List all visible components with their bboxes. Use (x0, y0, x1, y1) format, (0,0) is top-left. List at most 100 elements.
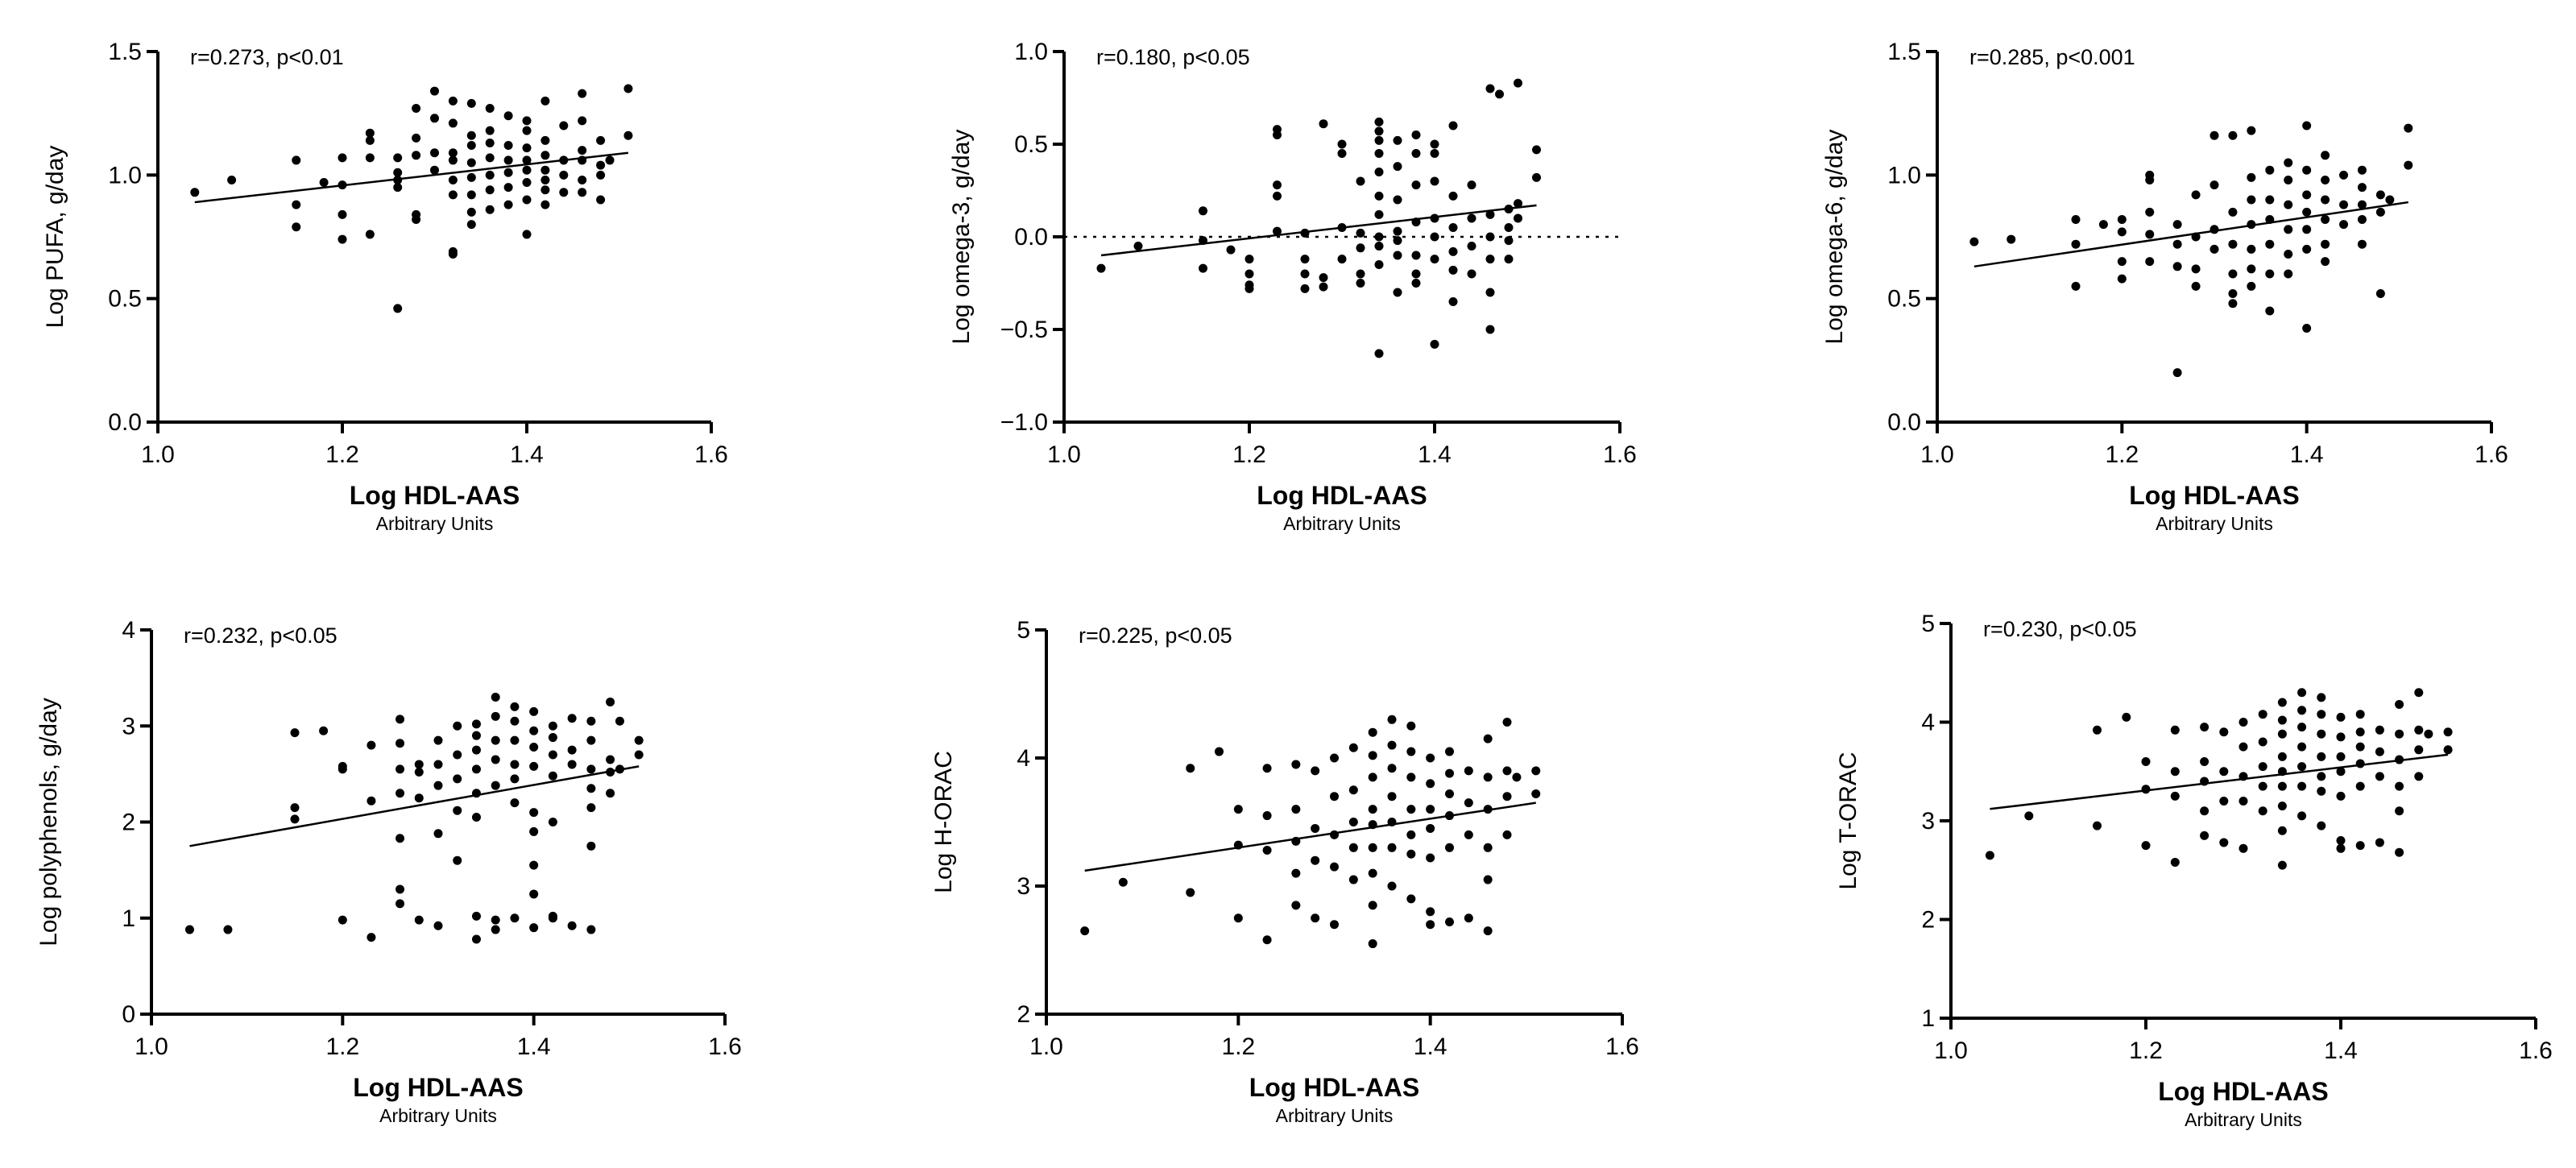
chart-1-point (559, 155, 569, 165)
chart-5-point (1406, 747, 1416, 756)
chart-6-point (2297, 742, 2307, 752)
chart-6-point (2414, 725, 2424, 735)
chart-1-point (292, 222, 301, 232)
chart-5-point (1348, 743, 1358, 752)
chart-6-point (2297, 723, 2307, 732)
chart-1-point (522, 126, 532, 135)
chart-2-point (1514, 199, 1522, 209)
chart-5-point (1348, 843, 1358, 852)
chart-2-point (1504, 236, 1514, 246)
chart-5-point (1406, 721, 1416, 731)
chart-1-point (412, 133, 421, 143)
chart-4-ytick-label: 2 (122, 810, 135, 836)
chart-4-point (338, 764, 347, 774)
chart-2-point (1411, 217, 1421, 227)
chart-4-point (491, 692, 500, 702)
chart-3-xtick-label: 1.2 (2105, 441, 2139, 468)
chart-6-point (2200, 806, 2209, 816)
chart-2-point (1411, 180, 1421, 190)
chart-3-point (1969, 237, 1979, 246)
chart-6-point (2317, 752, 2326, 761)
chart-1-point (466, 172, 476, 182)
chart-2-y-label: Log omega-3, g/day (948, 130, 975, 345)
chart-1-point (522, 165, 532, 175)
chart-6-point (2395, 806, 2404, 816)
chart-4-xtick-label: 1.2 (325, 1033, 359, 1060)
chart-3-point (2117, 215, 2127, 225)
chart-3-point (2228, 299, 2238, 309)
chart-6-point (2277, 860, 2287, 870)
chart-3-point (2321, 175, 2330, 184)
chart-1-point (466, 130, 476, 140)
chart-6-point (2297, 688, 2307, 698)
chart-4-point (491, 915, 500, 925)
chart-2-x-label: Log HDL-AAS (1257, 481, 1427, 510)
chart-1-point (448, 96, 458, 106)
chart-2-point (1485, 288, 1495, 297)
chart-5-point (1483, 772, 1493, 782)
chart-3-point (2247, 264, 2256, 274)
chart-4-point (510, 716, 520, 726)
chart-6-point (2024, 811, 2034, 821)
chart-4-point (471, 934, 481, 944)
chart-4-point (396, 789, 405, 798)
chart-2-point (1300, 228, 1310, 238)
chart-3-point (2228, 289, 2238, 299)
chart-5-x-sublabel: Arbitrary Units (1276, 1105, 1394, 1126)
chart-1-point (466, 220, 476, 230)
chart-1-point (540, 185, 550, 195)
chart-4-point (529, 742, 539, 752)
chart-1-point (393, 175, 403, 184)
chart-3-point (2385, 195, 2395, 205)
chart-3-point (2265, 306, 2275, 316)
chart-1-point (540, 175, 550, 184)
chart-1-point (292, 155, 301, 165)
chart-6-point (2414, 688, 2424, 698)
chart-3-point (2172, 262, 2182, 271)
chart-3-point (2404, 160, 2413, 170)
chart-1-point (578, 188, 587, 197)
chart-2-point (1096, 263, 1106, 273)
chart-6-point (2141, 785, 2151, 794)
chart-1-point (365, 135, 375, 145)
chart-2-point (1504, 205, 1514, 213)
chart-1-point (522, 116, 532, 126)
chart-6-point (2277, 729, 2287, 739)
chart-4-point (453, 750, 462, 760)
chart-5-point (1445, 811, 1454, 821)
chart-2-point (1337, 223, 1347, 232)
chart-6-point (2395, 729, 2404, 739)
chart-5-point (1406, 830, 1416, 839)
chart-2-point (1532, 172, 1541, 182)
chart-3-point (2404, 123, 2413, 133)
chart-2-point (1411, 130, 1421, 139)
chart-2-point (1467, 180, 1476, 190)
chart-2-point (1411, 269, 1421, 279)
chart-1-xtick-label: 1.6 (694, 441, 728, 468)
chart-2-point (1430, 255, 1439, 264)
chart-6-point (2238, 742, 2248, 752)
chart-3-point (2247, 281, 2256, 291)
chart-6-point (2336, 752, 2346, 761)
chart-3-point (2265, 195, 2275, 205)
chart-2-point (1467, 213, 1476, 223)
chart-6-point (2336, 712, 2346, 722)
chart-6-point (2297, 811, 2307, 821)
chart-4-point (414, 915, 424, 925)
chart-6-point (2238, 772, 2248, 781)
chart-2-point (1411, 149, 1421, 158)
chart-3-point (2191, 232, 2201, 242)
chart-3: 0.0 0.5 1.0 1.5 1.0 1.2 1.4 1.6 Log HDL-AAS Arbit… (1821, 39, 2508, 534)
chart-5-point (1311, 823, 1320, 833)
chart-2-ytick-label: 0.0 (1014, 224, 1048, 251)
chart-6-point (2414, 772, 2424, 781)
chart-3-point (2228, 130, 2238, 140)
chart-1-x-label: Log HDL-AAS (350, 481, 520, 510)
chart-3-point (2302, 244, 2312, 254)
chart-6-point (2336, 791, 2346, 801)
chart-4-point (510, 798, 520, 808)
chart-5-point (1368, 727, 1377, 737)
chart-3-point (2247, 172, 2256, 182)
chart-2-xtick-label: 1.0 (1047, 441, 1081, 468)
chart-3-point (2284, 269, 2293, 279)
